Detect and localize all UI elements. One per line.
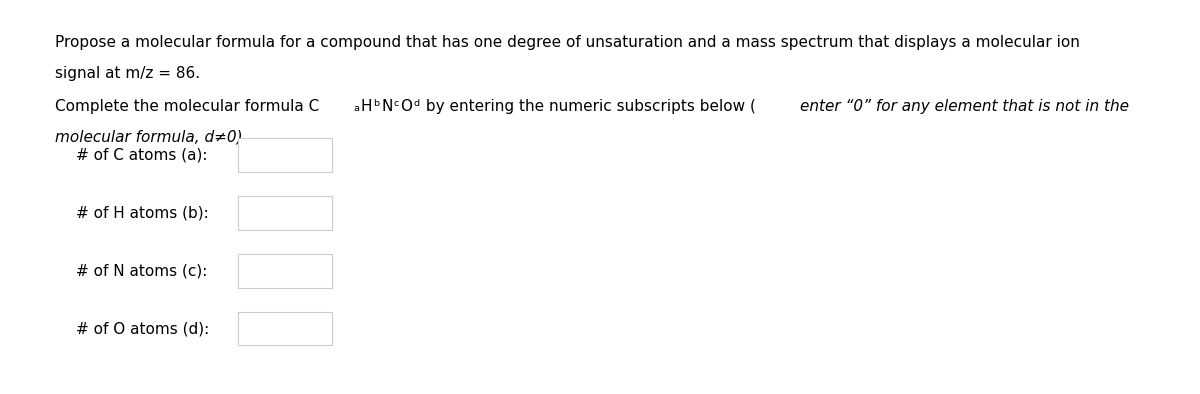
Text: H: H bbox=[360, 98, 372, 113]
Text: # of N atoms (c):: # of N atoms (c): bbox=[76, 263, 208, 278]
Text: # of O atoms (d):: # of O atoms (d): bbox=[76, 321, 209, 336]
FancyBboxPatch shape bbox=[238, 138, 332, 172]
Text: ᶜ: ᶜ bbox=[394, 98, 400, 113]
Text: # of H atoms (b):: # of H atoms (b): bbox=[76, 205, 209, 220]
Text: ᵇ: ᵇ bbox=[373, 98, 380, 113]
Text: O: O bbox=[401, 98, 413, 113]
Text: # of C atoms (a):: # of C atoms (a): bbox=[76, 147, 208, 162]
Text: Complete the molecular formula C: Complete the molecular formula C bbox=[55, 98, 319, 113]
Text: Propose a molecular formula for a compound that has one degree of unsaturation a: Propose a molecular formula for a compou… bbox=[55, 35, 1080, 50]
FancyBboxPatch shape bbox=[238, 254, 332, 288]
Text: N: N bbox=[382, 98, 392, 113]
Text: ₐ: ₐ bbox=[354, 98, 360, 113]
Text: enter “0” for any element that is not in the: enter “0” for any element that is not in… bbox=[800, 98, 1129, 113]
FancyBboxPatch shape bbox=[238, 312, 332, 346]
Text: signal at m/z = 86.: signal at m/z = 86. bbox=[55, 66, 199, 81]
Text: molecular formula, d≠0).: molecular formula, d≠0). bbox=[55, 130, 247, 145]
Text: ᵈ: ᵈ bbox=[414, 98, 420, 113]
FancyBboxPatch shape bbox=[238, 196, 332, 230]
Text: by entering the numeric subscripts below (: by entering the numeric subscripts below… bbox=[421, 98, 756, 113]
